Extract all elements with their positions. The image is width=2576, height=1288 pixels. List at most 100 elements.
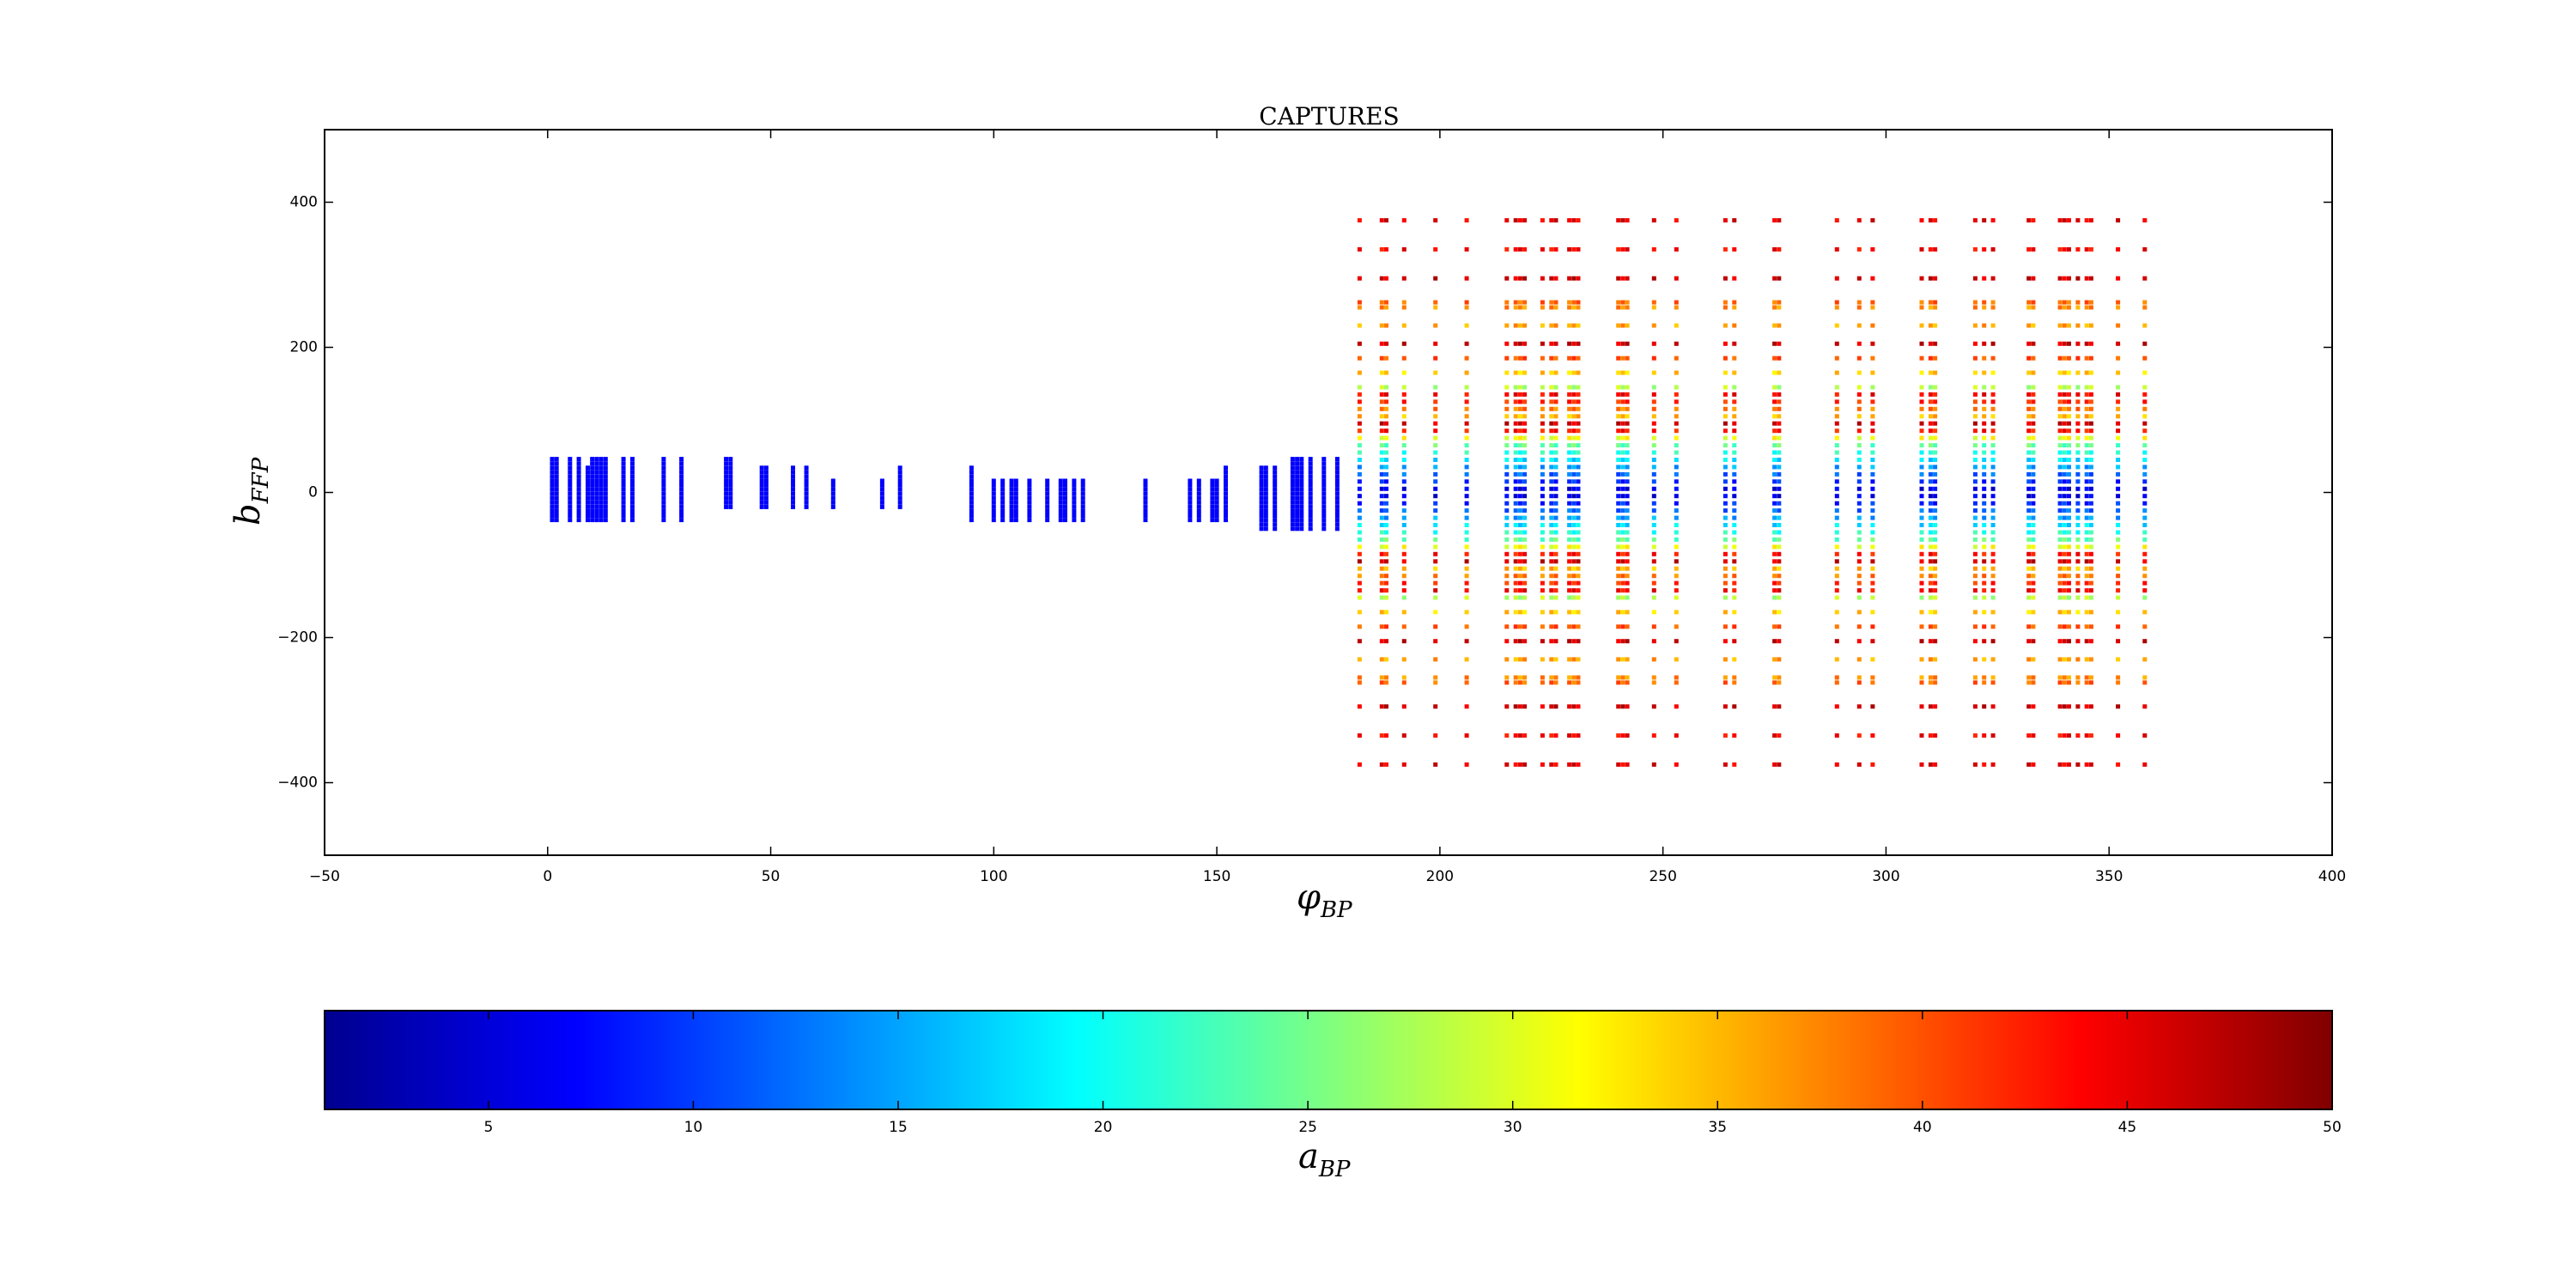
scatter-point <box>1571 435 1577 440</box>
scatter-point <box>1295 474 1300 479</box>
scatter-point <box>1517 435 1522 440</box>
scatter-point <box>679 470 684 475</box>
scatter-point <box>1308 461 1313 466</box>
scatter-point <box>1522 435 1528 440</box>
scatter-point <box>1058 513 1063 518</box>
scatter-point <box>1553 501 1558 506</box>
scatter-point <box>2075 559 2081 564</box>
scatter-point <box>804 474 809 479</box>
scatter-point <box>1576 421 1581 426</box>
scatter-point <box>1433 523 1438 527</box>
scatter-point <box>1856 675 1862 680</box>
scatter-point <box>1919 624 1924 629</box>
scatter-point <box>1856 218 1862 223</box>
scatter-point <box>1972 675 1978 680</box>
scatter-point <box>550 500 555 505</box>
scatter-point <box>1620 385 1625 390</box>
scatter-point <box>2142 300 2148 305</box>
scatter-point <box>1517 414 1522 419</box>
scatter-point <box>1273 465 1278 471</box>
scatter-point <box>2088 588 2093 593</box>
scatter-point <box>2084 544 2089 550</box>
scatter-point <box>1357 551 1362 556</box>
scatter-point <box>2084 435 2089 440</box>
scatter-point <box>2062 341 2067 346</box>
scatter-point <box>1263 465 1268 471</box>
scatter-point <box>1188 483 1193 488</box>
y-axis-label-base: b <box>228 503 268 526</box>
scatter-point <box>969 478 974 483</box>
scatter-point <box>1772 421 1777 426</box>
scatter-point <box>1308 470 1313 475</box>
scatter-point <box>603 474 608 479</box>
scatter-point <box>1379 544 1384 550</box>
scatter-point <box>1777 566 1782 571</box>
scatter-point <box>1540 588 1545 593</box>
scatter-point <box>1856 341 1862 346</box>
scatter-point <box>2057 551 2063 556</box>
scatter-point <box>1290 513 1295 518</box>
scatter-point <box>830 483 835 488</box>
scatter-point <box>1982 414 1987 419</box>
scatter-point <box>2084 595 2089 600</box>
scatter-point <box>1188 495 1193 501</box>
scatter-point <box>2057 494 2063 499</box>
scatter-point <box>621 504 626 509</box>
scatter-point <box>1027 509 1032 513</box>
scatter-point <box>1513 610 1518 615</box>
scatter-point <box>1772 580 1777 586</box>
scatter-point <box>1013 518 1018 523</box>
scatter-point <box>1576 392 1581 397</box>
scatter-point <box>1263 491 1268 496</box>
scatter-point <box>1196 513 1201 518</box>
scatter-point <box>1777 276 1782 281</box>
scatter-point <box>1196 483 1201 488</box>
scatter-point <box>1540 341 1545 346</box>
scatter-point <box>1464 580 1469 586</box>
scatter-point <box>969 487 974 492</box>
scatter-point <box>804 487 809 492</box>
scatter-point <box>2088 414 2093 419</box>
scatter-point <box>2067 566 2071 571</box>
scatter-point <box>2057 471 2063 477</box>
scatter-point <box>1651 406 1656 411</box>
scatter-point <box>1464 559 1469 564</box>
scatter-point <box>630 487 635 492</box>
scatter-point <box>1777 762 1782 767</box>
scatter-point <box>1620 530 1625 535</box>
scatter-point <box>1384 494 1388 499</box>
scatter-point <box>1517 370 1522 375</box>
scatter-point <box>2026 406 2032 411</box>
scatter-point <box>568 470 573 475</box>
scatter-point <box>603 461 608 466</box>
scatter-point <box>2116 657 2121 662</box>
scatter-point <box>586 500 590 505</box>
scatter-point <box>586 487 590 492</box>
scatter-point <box>2084 762 2089 767</box>
scatter-point <box>1027 495 1032 501</box>
scatter-point <box>1625 465 1630 470</box>
scatter-point <box>1224 500 1228 505</box>
scatter-point <box>2075 762 2081 767</box>
scatter-point <box>1549 355 1554 361</box>
scatter-point <box>759 474 764 479</box>
scatter-point <box>2031 406 2036 411</box>
scatter-point <box>1722 218 1728 223</box>
scatter-point <box>1553 450 1558 455</box>
scatter-point <box>1273 526 1278 532</box>
scatter-point <box>1549 675 1554 680</box>
scatter-point <box>1401 762 1406 767</box>
scatter-point <box>763 495 769 501</box>
scatter-point <box>1870 458 1875 462</box>
scatter-point <box>594 465 599 471</box>
scatter-point <box>1259 465 1264 471</box>
scatter-point <box>1928 733 1933 738</box>
scatter-point <box>603 478 608 483</box>
scatter-point <box>2142 595 2148 600</box>
scatter-point <box>1576 471 1581 477</box>
scatter-point <box>2116 246 2121 252</box>
scatter-point <box>1000 513 1005 518</box>
scatter-point <box>1549 471 1554 477</box>
scatter-point <box>1972 305 1978 310</box>
scatter-point <box>2057 370 2063 375</box>
